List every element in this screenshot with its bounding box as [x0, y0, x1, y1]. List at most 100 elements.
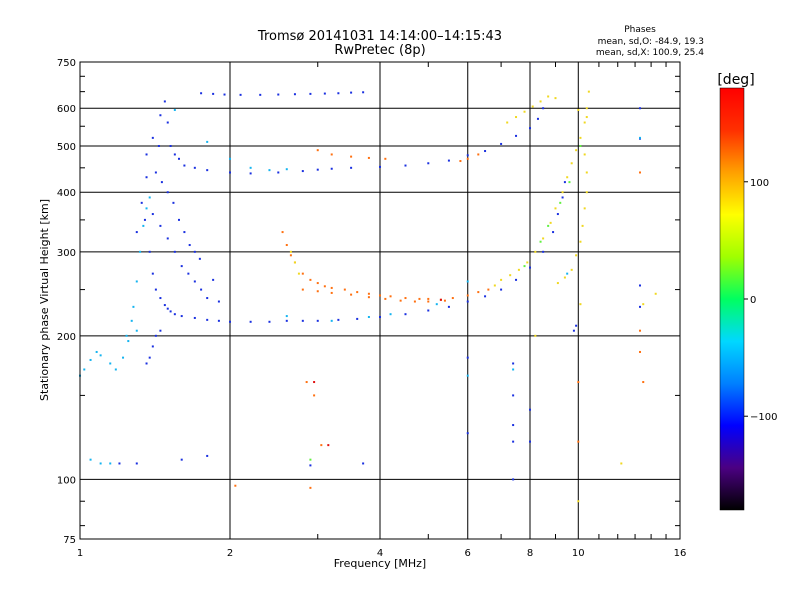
data-point — [145, 153, 148, 156]
data-point — [277, 93, 280, 96]
data-point — [327, 444, 330, 447]
data-point — [529, 440, 531, 443]
data-point — [239, 93, 242, 96]
data-point — [384, 157, 387, 160]
data-point — [154, 334, 157, 337]
data-point — [512, 394, 515, 397]
data-point — [160, 181, 163, 184]
data-point — [547, 95, 550, 98]
data-point — [515, 278, 518, 281]
data-point — [577, 381, 580, 384]
data-point — [451, 297, 454, 300]
data-point — [487, 288, 490, 291]
data-point — [180, 315, 183, 318]
x-axis-label: Frequency [MHz] — [334, 557, 426, 570]
data-point — [585, 116, 588, 119]
data-point — [563, 276, 566, 279]
data-point — [581, 224, 584, 227]
data-point — [169, 144, 172, 147]
data-point — [109, 462, 112, 465]
y-tick-label: 750 — [57, 58, 76, 69]
data-point — [330, 286, 333, 289]
data-point — [187, 272, 190, 275]
data-point — [180, 265, 183, 268]
data-point — [249, 172, 252, 175]
data-point — [575, 149, 578, 152]
data-point — [289, 250, 292, 253]
data-point — [447, 305, 450, 308]
data-point — [118, 462, 121, 465]
data-point — [135, 231, 138, 234]
data-point — [529, 127, 531, 130]
data-point — [135, 280, 138, 283]
data-point — [404, 164, 407, 167]
data-point — [575, 324, 578, 327]
data-point — [384, 297, 387, 300]
data-point — [556, 282, 559, 285]
x-tick-label: 16 — [674, 548, 687, 559]
data-point — [639, 284, 642, 287]
data-point — [173, 153, 176, 156]
data-point — [542, 237, 545, 240]
y-tick-label: 75 — [63, 535, 76, 546]
data-point — [301, 272, 304, 275]
data-point — [413, 300, 416, 303]
x-tick-label: 6 — [465, 548, 471, 559]
data-point — [566, 176, 569, 179]
data-point — [512, 440, 515, 443]
data-point — [362, 462, 365, 465]
plot-frame — [79, 61, 681, 540]
data-point — [517, 268, 520, 271]
data-point — [180, 458, 183, 461]
stats-line-x: mean, sd,X: 100.9, 25.4 — [596, 48, 704, 58]
data-point — [143, 218, 146, 221]
data-point — [212, 278, 215, 281]
data-point — [234, 484, 237, 487]
data-point — [506, 121, 509, 124]
data-point — [404, 297, 407, 300]
data-point — [362, 91, 365, 94]
data-point — [323, 92, 326, 95]
data-point — [293, 93, 296, 96]
data-point — [268, 320, 271, 323]
data-point — [500, 278, 503, 281]
data-point — [309, 278, 312, 281]
data-point — [148, 196, 151, 199]
data-point — [577, 440, 580, 443]
data-point — [301, 319, 304, 322]
data-point — [198, 257, 201, 260]
data-point — [404, 313, 407, 316]
y-axis-label: Stationary phase Virtual Height [km] — [38, 199, 51, 401]
data-point — [466, 432, 469, 435]
data-point — [330, 153, 333, 156]
data-point — [183, 231, 186, 234]
y-tick-label: 500 — [57, 142, 76, 153]
data-point — [159, 224, 162, 227]
data-point — [316, 149, 319, 152]
data-point — [159, 329, 162, 332]
data-point — [297, 272, 300, 275]
data-point — [654, 292, 657, 295]
data-point — [427, 162, 430, 165]
data-point — [337, 92, 340, 95]
data-point — [418, 297, 421, 300]
data-point — [554, 207, 557, 210]
data-point — [193, 166, 196, 169]
data-point — [484, 295, 487, 298]
data-point — [148, 356, 151, 359]
data-point — [89, 458, 92, 461]
data-point — [309, 458, 312, 461]
data-point — [163, 100, 166, 103]
data-point — [639, 107, 642, 110]
data-point — [484, 150, 487, 153]
data-point — [466, 356, 469, 359]
data-point — [330, 167, 333, 170]
data-point — [389, 295, 392, 298]
data-point — [542, 250, 545, 253]
data-point — [579, 303, 582, 306]
data-point — [556, 213, 559, 216]
data-point — [443, 299, 446, 302]
data-point — [309, 92, 312, 95]
data-point — [585, 191, 588, 194]
data-point — [585, 107, 588, 110]
